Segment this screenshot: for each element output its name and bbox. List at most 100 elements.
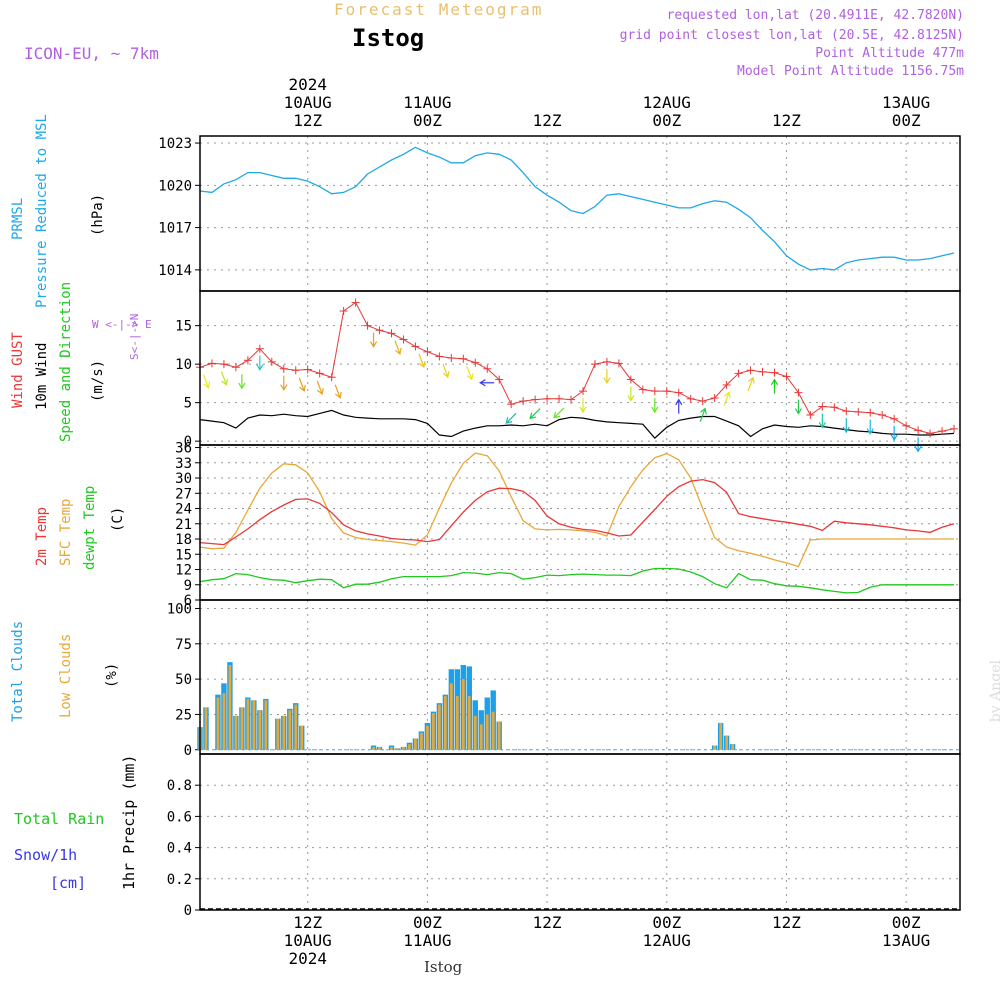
wind-arrow-head bbox=[394, 347, 402, 356]
wind-arrow bbox=[394, 340, 401, 355]
wind-arrow bbox=[699, 408, 706, 422]
time-label-line: 11AUG bbox=[403, 93, 452, 112]
top-time-label: 12Z bbox=[746, 112, 826, 130]
low-cloud-bar bbox=[252, 700, 256, 750]
wind-arrow-head bbox=[479, 379, 486, 387]
wind-arrow-head bbox=[238, 382, 246, 390]
footer-location: Istog bbox=[424, 958, 463, 976]
wind-arrow bbox=[298, 377, 305, 392]
y-tick-label: 21 bbox=[175, 517, 192, 533]
time-label-line: 00Z bbox=[412, 913, 442, 932]
low-cloud-bar bbox=[372, 746, 375, 750]
y-tick-label: 6 bbox=[184, 593, 192, 609]
wind-arrow bbox=[723, 392, 730, 406]
wind-arrow-head bbox=[221, 378, 229, 386]
time-label-line: 12Z bbox=[532, 913, 562, 932]
wind-arrow-head bbox=[317, 387, 324, 396]
low-cloud-bar bbox=[222, 693, 226, 750]
wind-arrow-head bbox=[651, 406, 659, 414]
low-cloud-bar bbox=[288, 710, 292, 750]
time-label-line: 2024 bbox=[288, 949, 327, 968]
low-cloud-bar bbox=[725, 735, 728, 750]
y-tick-label: 0 bbox=[184, 434, 192, 450]
wind-arrow-head bbox=[529, 412, 537, 420]
low-cloud-bar bbox=[408, 744, 411, 750]
wind-arrow-head bbox=[842, 426, 850, 434]
low-cloud-bar bbox=[294, 704, 298, 750]
wind-arrow bbox=[202, 374, 209, 389]
wind-arrow-head bbox=[700, 407, 707, 415]
low-cloud-bar bbox=[455, 696, 459, 750]
model-altitude: Model Point Altitude 1156.75m bbox=[737, 64, 964, 79]
wind-arrow-head bbox=[466, 373, 474, 381]
time-label-line: 12Z bbox=[293, 913, 323, 932]
low-cloud-bar bbox=[378, 746, 381, 750]
wind-arrow bbox=[418, 353, 425, 368]
low-cloud-bar bbox=[228, 664, 232, 750]
time-label-line: 2024 bbox=[288, 75, 327, 94]
time-label-line: 13AUG bbox=[882, 93, 931, 112]
wind-arrow bbox=[442, 363, 449, 378]
bottom-time-label: 00Z 11AUG bbox=[387, 914, 467, 950]
location-name: Istog bbox=[352, 24, 425, 52]
wind-arrow bbox=[220, 371, 227, 385]
meteogram-title: Forecast Meteogram bbox=[334, 0, 544, 19]
y-tick-label: 25 bbox=[175, 707, 192, 723]
snow-unit: [cm] bbox=[50, 874, 87, 892]
wind-compass-we: W <-|-> E bbox=[92, 318, 152, 331]
y-tick-label: 12 bbox=[175, 563, 192, 579]
wind-arrow-head bbox=[603, 377, 611, 385]
low-cloud-bar bbox=[497, 721, 501, 750]
y-tick-label: 0 bbox=[184, 743, 192, 759]
wind-arrow-head bbox=[553, 411, 561, 419]
y-tick-label: 1014 bbox=[158, 263, 192, 279]
top-time-label: 12Z bbox=[507, 112, 587, 130]
time-label-line: 10AUG bbox=[283, 93, 332, 112]
wind-speed-line bbox=[199, 409, 955, 439]
snow-label: Snow/1h bbox=[14, 846, 78, 864]
rain-label: Total Rain bbox=[14, 810, 105, 828]
wind-arrow-head bbox=[675, 398, 683, 406]
time-label-line: 12Z bbox=[293, 111, 323, 130]
low-cloud-bar bbox=[444, 696, 447, 750]
y-tick-label: 1017 bbox=[158, 221, 192, 237]
low-cloud-bar bbox=[438, 704, 441, 750]
wind-arrow bbox=[505, 412, 517, 424]
bottom-time-label: 12Z 10AUG 2024 bbox=[268, 914, 348, 968]
top-time-label: 12AUG 00Z bbox=[627, 94, 707, 130]
wind-arrow-head bbox=[335, 391, 342, 399]
low-cloud-bar bbox=[485, 714, 489, 750]
low-cloud-bar bbox=[240, 707, 244, 750]
wind-arrow-head bbox=[418, 361, 426, 369]
panel-frame bbox=[199, 753, 961, 911]
sfc-temp-line bbox=[199, 452, 954, 568]
wind-arrow-head bbox=[794, 408, 803, 415]
time-label-line: 12Z bbox=[532, 111, 562, 130]
time-label-line: 11AUG bbox=[403, 931, 452, 950]
y-tick-label: 1023 bbox=[158, 136, 192, 152]
wind-arrow-head bbox=[723, 391, 731, 399]
wind-arrow-head bbox=[256, 364, 264, 371]
y-tick-label: 36 bbox=[175, 441, 192, 457]
grid-point-coords: grid point closest lon,lat (20.5E, 42.81… bbox=[619, 28, 964, 43]
wind-arrow-head bbox=[627, 395, 635, 402]
y-tick-label: 18 bbox=[175, 532, 192, 548]
y-tick-label: 10 bbox=[175, 357, 192, 373]
low-cloud-bar bbox=[402, 746, 405, 750]
low-cloud-bar bbox=[300, 725, 304, 750]
low-cloud-bar bbox=[713, 745, 716, 750]
wind-arrow bbox=[747, 377, 754, 392]
y-tick-label: 5 bbox=[184, 396, 192, 412]
y-tick-label: 50 bbox=[175, 672, 192, 688]
wind-arrow-head bbox=[890, 434, 898, 441]
model-name: ICON-EU, ~ 7km bbox=[24, 44, 159, 63]
y-tick-label: 0.6 bbox=[167, 809, 192, 825]
low-cloud-bar bbox=[390, 746, 393, 750]
low-cloud-bar bbox=[420, 732, 423, 750]
time-label-line: 00Z bbox=[891, 913, 921, 932]
top-time-label: 2024 10AUG 12Z bbox=[268, 76, 348, 130]
time-label-line: 12Z bbox=[772, 111, 801, 130]
bottom-time-label: 00Z 12AUG bbox=[627, 914, 707, 950]
y-tick-label: 30 bbox=[175, 471, 192, 487]
